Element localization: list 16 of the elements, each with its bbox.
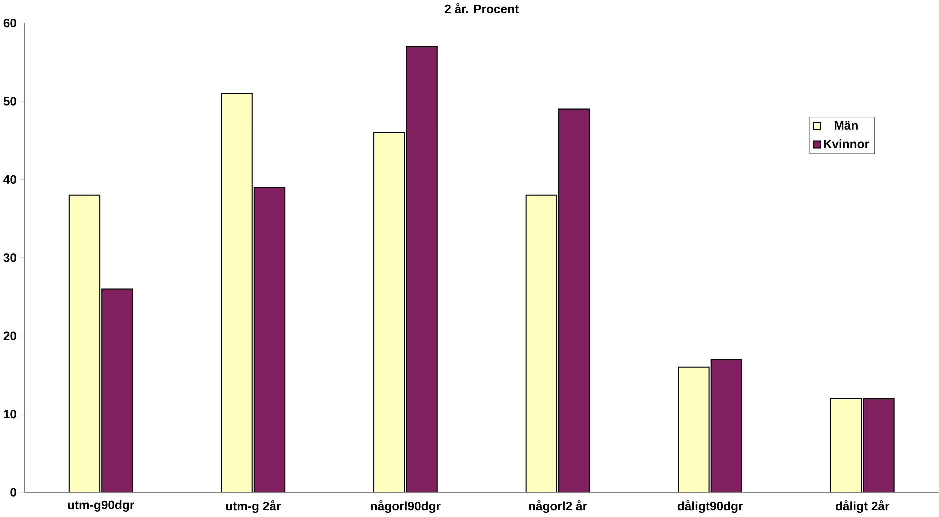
y-tick-label: 10 [4, 410, 16, 419]
x-tick-label: dåligt 2år [836, 500, 890, 514]
x-tick-label: någorl2 år [529, 500, 588, 514]
x-tick-label: utm-g90dgr [68, 500, 134, 512]
y-tick-label: 50 [4, 97, 16, 106]
legend-label: Män [835, 122, 858, 130]
y-tick-label: 30 [4, 254, 16, 262]
x-tick-label: någorl90dgr [371, 500, 441, 514]
y-tick-label: 20 [4, 332, 16, 341]
y-tick-label: 0 [10, 488, 16, 498]
legend-label: Kvinnor [824, 140, 870, 149]
chart-title: 2 år. Procent [445, 4, 519, 14]
y-tick-label: 60 [4, 19, 16, 28]
x-tick-label: utm-g 2år [226, 500, 282, 514]
y-tick-label: 40 [4, 176, 16, 184]
x-tick-label: dåligt90dgr [678, 500, 744, 514]
